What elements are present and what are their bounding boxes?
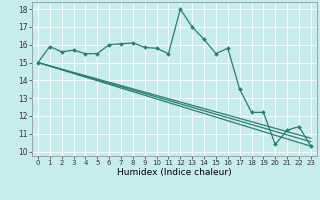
- X-axis label: Humidex (Indice chaleur): Humidex (Indice chaleur): [117, 168, 232, 177]
